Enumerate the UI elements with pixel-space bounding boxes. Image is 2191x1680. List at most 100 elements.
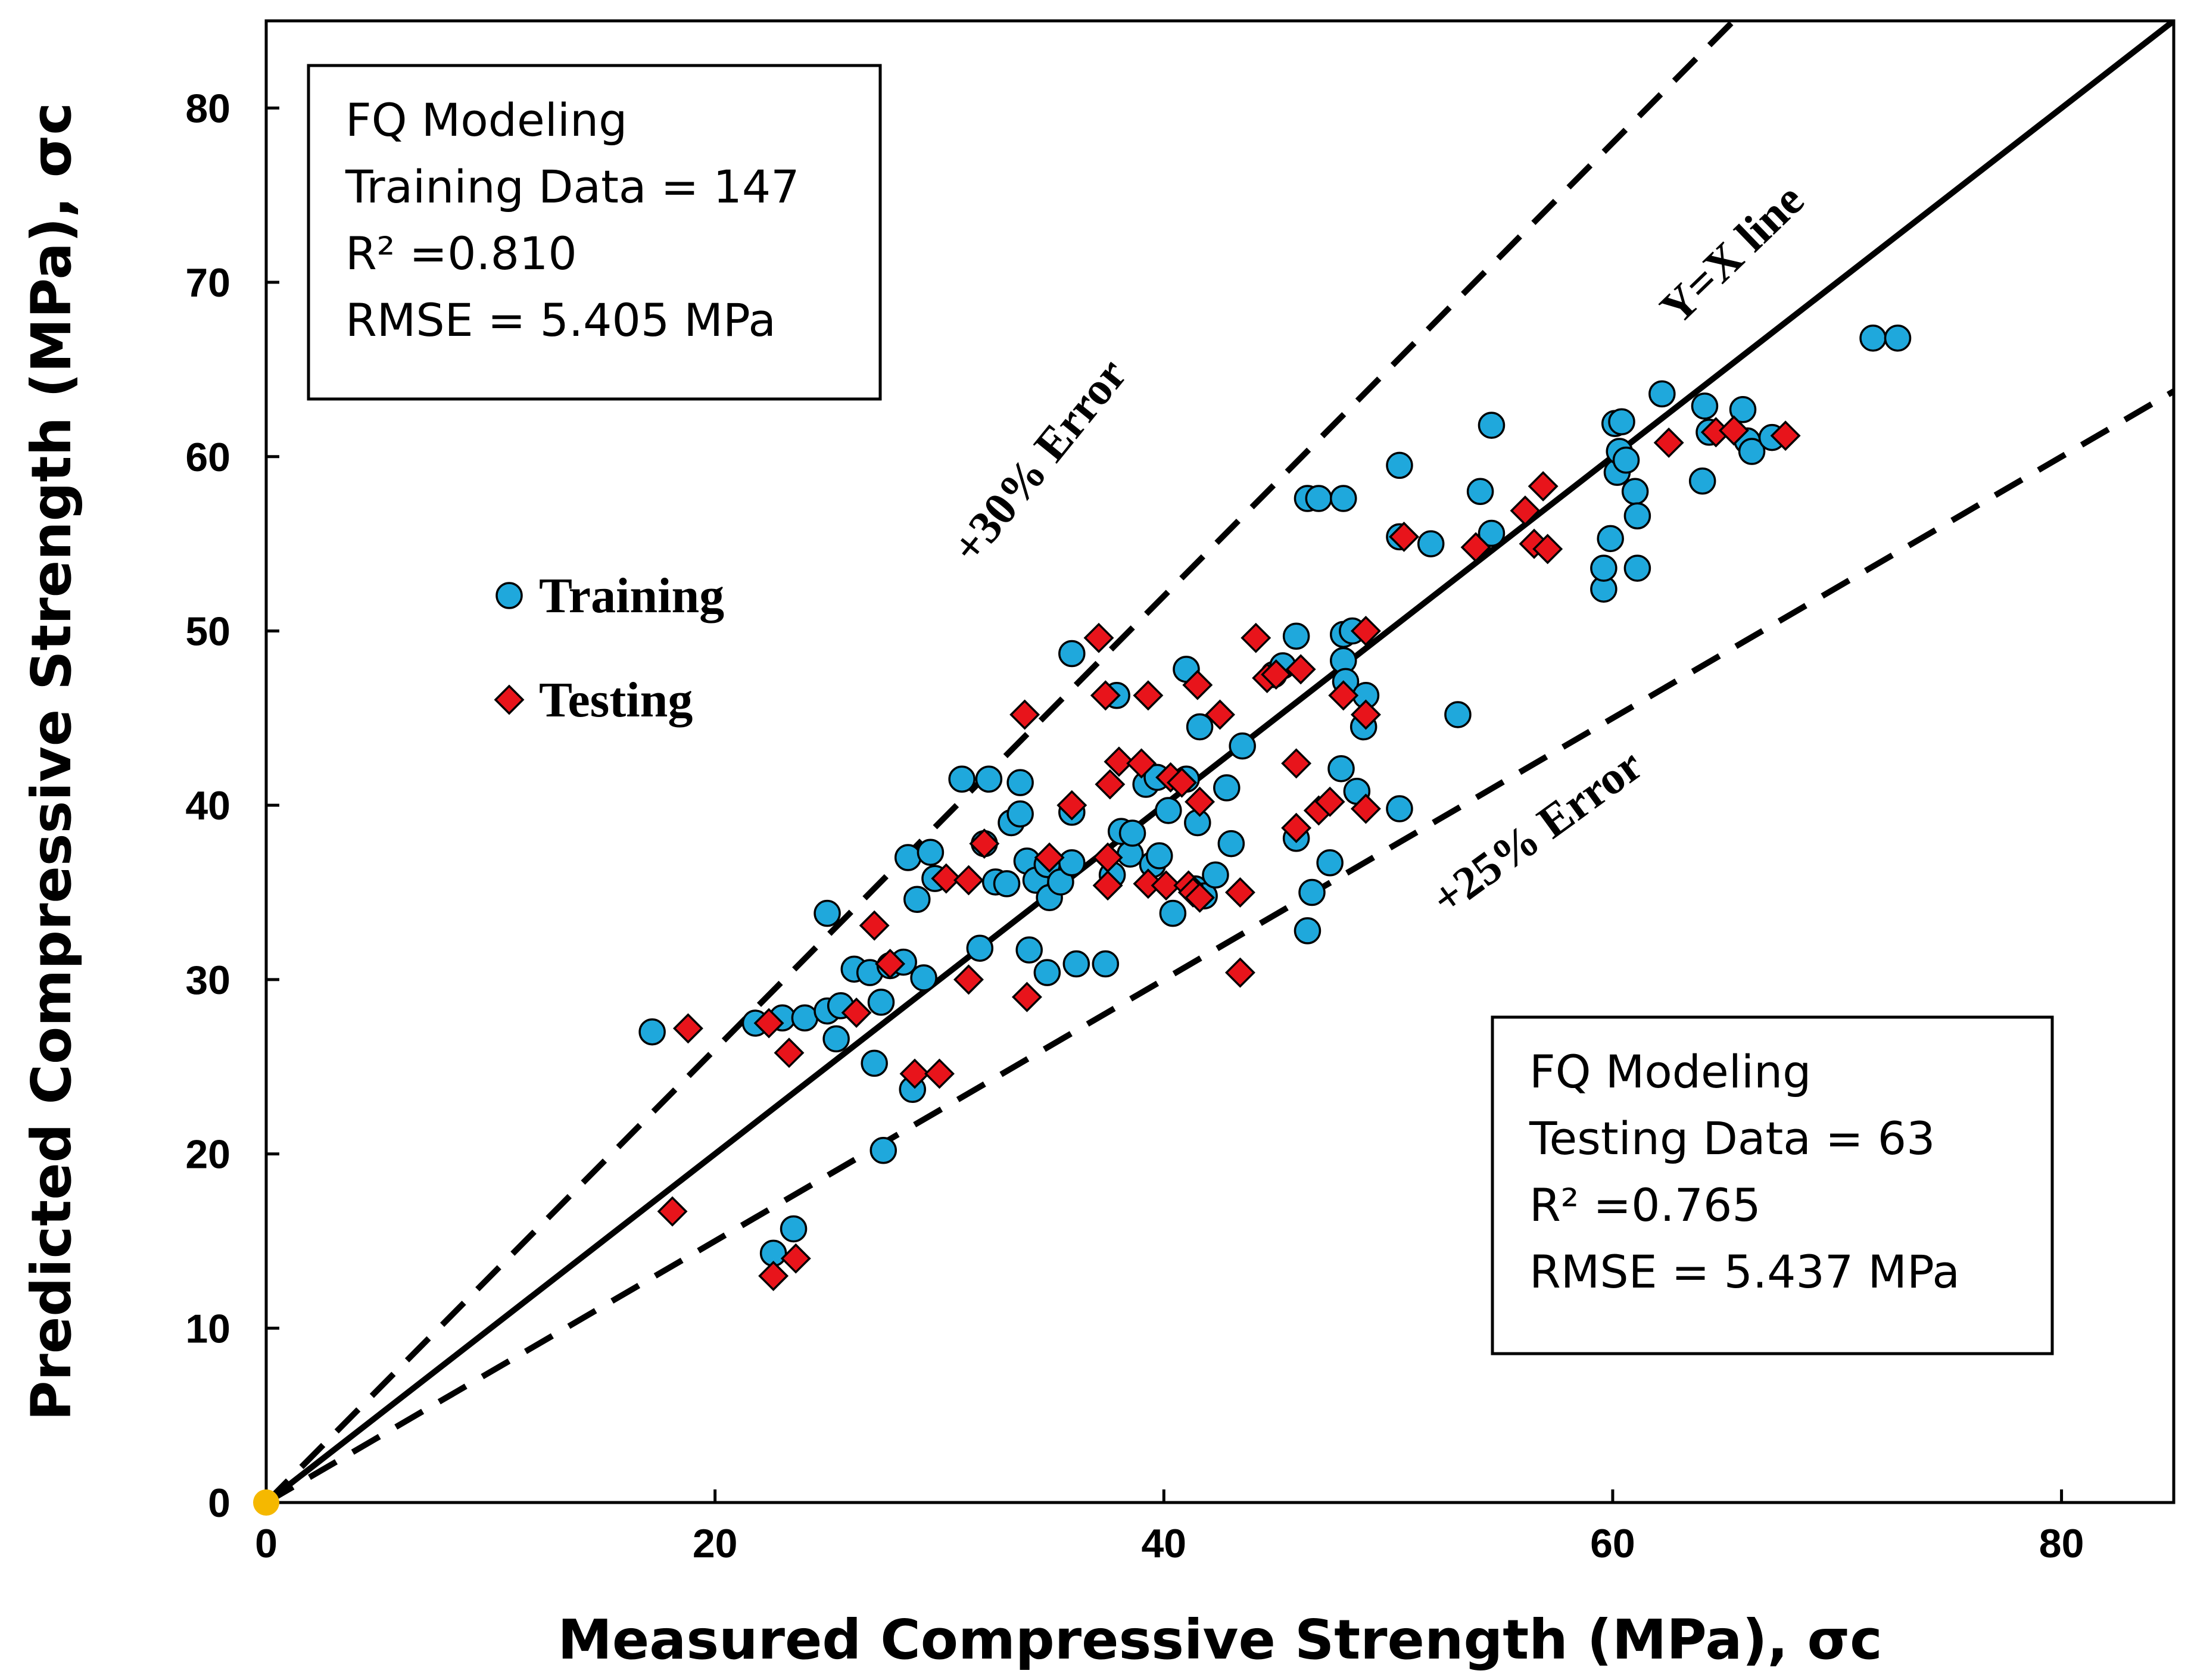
- testing-stats-box-line: Testing Data = 63: [1529, 1112, 1936, 1165]
- training-point: [1478, 412, 1506, 439]
- testing-point: [672, 1013, 703, 1044]
- testing-point: [1034, 842, 1065, 873]
- training-point: [1092, 950, 1120, 978]
- training-point: [1330, 485, 1357, 512]
- testing-point: [1011, 981, 1042, 1012]
- testing-point: [1460, 532, 1491, 563]
- testing-point: [1133, 680, 1164, 711]
- testing-point: [1328, 680, 1359, 711]
- training-point: [894, 844, 922, 871]
- training-point: [1327, 755, 1355, 783]
- origin-marker: [253, 1489, 279, 1516]
- training-point: [1006, 800, 1034, 828]
- x-tick-label: 40: [1141, 1521, 1186, 1566]
- training-point: [1062, 950, 1090, 978]
- training-point: [903, 886, 931, 913]
- y-tick-label: 10: [185, 1306, 230, 1351]
- testing-point: [1224, 877, 1255, 908]
- y-tick-label: 30: [185, 958, 230, 1003]
- legend-training-label: Training: [539, 568, 724, 624]
- training-point: [1058, 640, 1086, 668]
- legend-testing-label: Testing: [539, 672, 693, 728]
- training-point: [1466, 478, 1494, 506]
- training-point: [1015, 936, 1043, 964]
- training-stats-box-frame: [307, 64, 882, 401]
- training-point: [1884, 324, 1912, 352]
- training-point: [966, 934, 994, 962]
- reference-line: [266, 388, 2174, 1503]
- testing-point: [1350, 699, 1381, 730]
- training-stats-box: FQ Modeling Training Data = 147 R² =0.810 R…: [307, 64, 882, 401]
- training-point: [1859, 324, 1887, 352]
- training-point: [1691, 392, 1719, 420]
- x-tick-label: 20: [693, 1521, 738, 1566]
- reference-lines: [266, 21, 2174, 1503]
- testing-point: [1653, 427, 1684, 458]
- training-point: [1648, 380, 1676, 408]
- training-point: [1688, 467, 1716, 495]
- testing-point: [1350, 793, 1381, 824]
- testing-point: [1090, 680, 1121, 711]
- training-point: [1417, 530, 1445, 557]
- training-point: [1033, 959, 1061, 986]
- testing-point: [1261, 659, 1292, 690]
- testing-point: [1718, 415, 1749, 446]
- training-point: [1444, 701, 1472, 728]
- training-point: [1738, 438, 1766, 465]
- testing-point: [753, 1008, 784, 1039]
- training-point: [1202, 861, 1229, 889]
- training-point: [1729, 395, 1757, 423]
- training-point: [1146, 842, 1173, 869]
- plot-frame: [264, 19, 2176, 1504]
- testing-point: [924, 1058, 955, 1089]
- training-point: [867, 989, 895, 1016]
- testing-point: [1205, 699, 1235, 730]
- testing-point: [841, 998, 872, 1028]
- training-point: [1623, 502, 1651, 530]
- testing-point: [1389, 521, 1419, 552]
- training-point: [1478, 519, 1506, 547]
- training-point: [948, 765, 975, 793]
- training-point: [1612, 446, 1640, 474]
- training-point: [1621, 478, 1649, 506]
- training-point: [1597, 525, 1624, 553]
- testing-point: [780, 1243, 811, 1274]
- testing-point: [1166, 767, 1197, 798]
- testing-point: [953, 964, 984, 995]
- series-testing: [657, 415, 1801, 1291]
- training-point: [1608, 408, 1635, 435]
- training-point: [1217, 830, 1245, 858]
- legend-testing-marker: [494, 684, 525, 715]
- training-stats-box-line: R² =0.810: [345, 227, 577, 280]
- testing-point: [774, 1037, 805, 1068]
- testing-point: [899, 1058, 930, 1089]
- training-point: [1294, 917, 1322, 945]
- testing-point: [1528, 471, 1559, 501]
- testing-point: [1281, 812, 1312, 843]
- training-point: [1305, 485, 1333, 512]
- testing-point: [1532, 534, 1563, 565]
- x-axis-title: Measured Compressive Strength (MPa), σc: [557, 1608, 1882, 1672]
- training-point: [1590, 554, 1617, 582]
- testing-point: [875, 949, 906, 980]
- training-point: [814, 899, 841, 927]
- training-point: [1386, 451, 1413, 479]
- training-point: [1213, 774, 1241, 802]
- training-point: [1623, 554, 1651, 582]
- testing-point: [657, 1196, 688, 1227]
- x-tick-label: 0: [255, 1521, 278, 1566]
- legend: Training Testing: [494, 568, 724, 728]
- training-point: [975, 765, 1003, 793]
- x-tick-label: 80: [2039, 1521, 2084, 1566]
- testing-point: [1151, 870, 1182, 901]
- testing-point: [1104, 746, 1135, 777]
- y-axis-title: Predicted Compressive Strength (MPa), σc: [20, 102, 83, 1421]
- training-stats-box-line: RMSE = 5.405 MPa: [345, 294, 776, 347]
- testing-point: [859, 910, 890, 941]
- legend-training-marker: [495, 582, 523, 609]
- y-tick-label: 20: [185, 1132, 230, 1177]
- training-point: [822, 1025, 850, 1053]
- training-stats-box-line: Training Data = 147: [345, 160, 800, 213]
- testing-stats-box-line: RMSE = 5.437 MPa: [1529, 1245, 1960, 1298]
